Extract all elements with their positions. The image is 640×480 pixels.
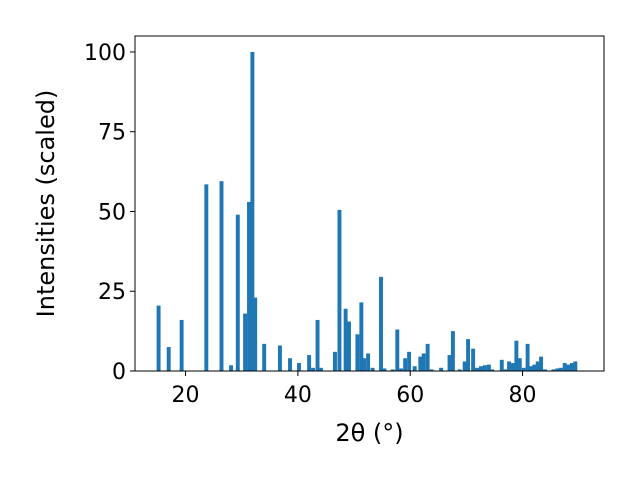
bar: [562, 363, 567, 371]
bar: [479, 366, 483, 371]
bar: [407, 351, 412, 371]
plot-frame: [134, 35, 605, 372]
bar: [355, 334, 360, 371]
bar: [466, 339, 471, 371]
bar: [243, 313, 248, 371]
bar: [347, 321, 351, 371]
bar: [390, 369, 395, 371]
x-axis-ticks: 20 40 60 80: [172, 371, 537, 408]
bar: [490, 369, 495, 371]
bar: [179, 319, 184, 371]
bar: [566, 364, 571, 371]
bar: [412, 366, 417, 371]
bar: [555, 368, 560, 371]
bar: [288, 358, 292, 371]
bar: [486, 364, 491, 371]
bar: [204, 184, 209, 371]
bar: [457, 369, 462, 371]
bar: [499, 359, 504, 371]
bar: [514, 340, 519, 371]
bar: [482, 365, 487, 371]
bar: [277, 345, 282, 371]
x-tick-label: 60: [396, 383, 424, 408]
bar: [343, 308, 348, 371]
bar: [166, 347, 171, 371]
x-tick-label: 40: [284, 383, 312, 408]
bar: [399, 368, 404, 371]
bar: [307, 355, 312, 371]
bar: [362, 358, 367, 371]
bar: [247, 201, 251, 371]
bar: [503, 369, 508, 371]
bar: [359, 302, 364, 371]
bar: [311, 367, 316, 371]
bar: [573, 361, 578, 371]
bar: [297, 363, 301, 371]
y-axis-label: Intensities (scaled): [32, 90, 60, 318]
bar: [219, 181, 224, 371]
bar: [379, 276, 383, 371]
bar: [551, 369, 556, 371]
bar: [570, 363, 574, 371]
bar: [529, 366, 533, 371]
bar: [382, 368, 387, 371]
bar: [395, 329, 400, 371]
y-tick-label: 100: [84, 41, 126, 66]
bar: [366, 353, 371, 371]
bar: [558, 367, 563, 371]
bar: [229, 365, 234, 371]
bar: [517, 358, 522, 371]
bar: [370, 367, 375, 371]
bar: [418, 356, 423, 371]
bar: [511, 363, 515, 371]
bar: [475, 367, 480, 371]
bar: [521, 367, 526, 371]
bar: [337, 209, 342, 371]
bar: [250, 51, 255, 371]
bar: [429, 369, 434, 371]
bar: [262, 343, 267, 371]
bar: [425, 343, 430, 371]
y-tick-label: 0: [112, 360, 126, 385]
bar: [543, 369, 547, 371]
bar: [315, 319, 320, 371]
y-axis-ticks: 0 25 50 75 100: [84, 41, 135, 385]
bar: [447, 355, 452, 371]
y-tick-label: 50: [98, 200, 126, 225]
bar: [507, 361, 512, 371]
bar: [235, 214, 240, 371]
bar-group: [156, 51, 578, 371]
bar: [450, 331, 455, 371]
bar: [462, 361, 467, 371]
bar: [253, 297, 258, 371]
bar: [421, 353, 426, 371]
bar: [318, 367, 323, 371]
bar: [535, 361, 540, 371]
y-tick-label: 25: [98, 280, 126, 305]
bar: [532, 364, 537, 371]
bar: [332, 351, 337, 371]
x-axis-label: 2θ (°): [335, 419, 403, 447]
x-tick-label: 80: [509, 383, 537, 408]
y-tick-label: 75: [98, 121, 126, 146]
bar: [525, 343, 530, 371]
x-tick-label: 20: [172, 383, 200, 408]
bar: [439, 367, 444, 371]
bar: [156, 305, 161, 371]
bar: [471, 348, 476, 371]
bar: [403, 358, 408, 371]
bar: [539, 356, 544, 371]
